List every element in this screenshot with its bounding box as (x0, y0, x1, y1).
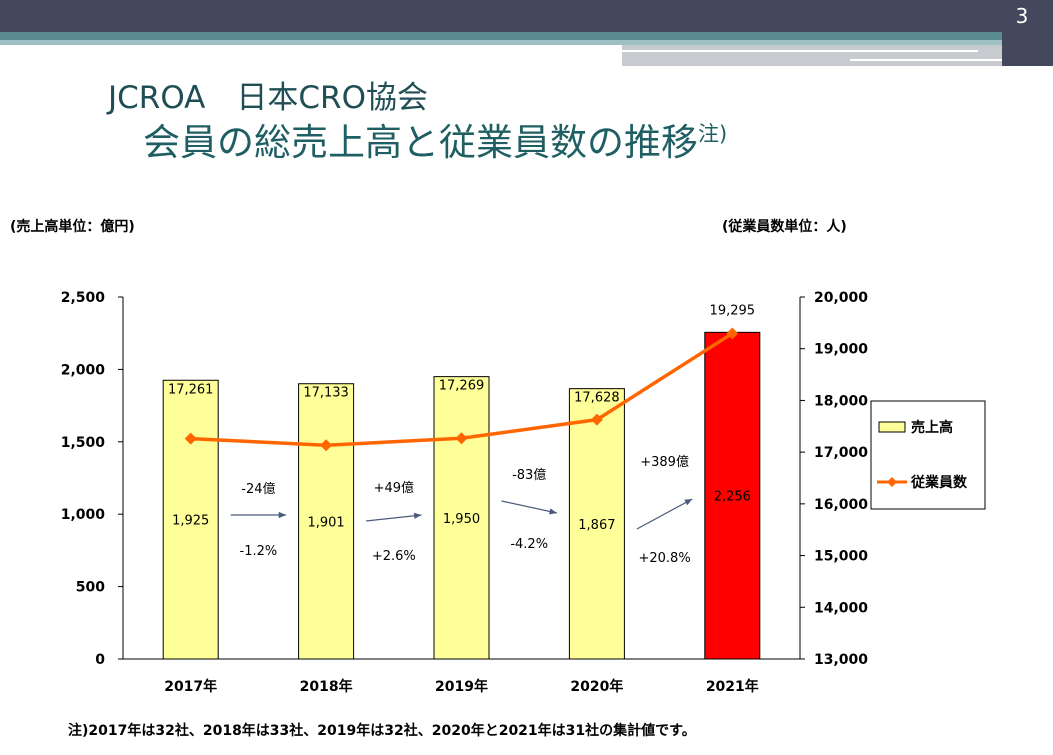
right-tick-label: 13,000 (814, 652, 868, 668)
line-point (184, 432, 197, 445)
header-bar (0, 0, 1053, 32)
right-axis-unit: (従業員数単位：人) (722, 219, 847, 235)
right-tick-label: 16,000 (814, 497, 868, 513)
right-tick-label: 18,000 (814, 393, 868, 409)
change-arrow-head (278, 511, 287, 519)
change-amount-label: -83億 (512, 467, 546, 483)
line-point (455, 432, 468, 445)
bar-value-label: 1,901 (307, 515, 344, 530)
change-percent-label: +20.8% (638, 551, 690, 566)
line-point (726, 327, 739, 340)
header-stripe (0, 32, 1053, 40)
legend-label-line: 従業員数 (910, 474, 968, 491)
bar (704, 331, 761, 660)
title-text: 会員の総売上高と従業員数の推移 (143, 121, 698, 164)
left-tick-label: 0 (95, 652, 105, 668)
change-arrow (501, 500, 558, 514)
left-tick-label: 1,500 (61, 435, 106, 451)
x-tick-label: 2020年 (570, 678, 623, 695)
left-tick-label: 500 (76, 580, 105, 596)
left-axis-unit: (売上高単位：億円) (10, 219, 135, 235)
change-amount-label: +49億 (374, 480, 414, 496)
right-tick-label: 15,000 (814, 549, 868, 565)
right-tick-label: 17,000 (814, 445, 868, 461)
line-point (590, 413, 603, 426)
x-tick-label: 2019年 (435, 678, 488, 695)
legend-swatch-marker (887, 477, 897, 487)
slide-number-box (1002, 0, 1053, 66)
change-arrow (636, 498, 693, 530)
slide-number: 3 (1015, 4, 1029, 28)
line-value-label: 17,133 (303, 386, 349, 401)
header-divider-2 (850, 59, 1053, 61)
bar-value-label: 1,925 (172, 514, 209, 529)
bar-value-label: 2,256 (714, 490, 751, 505)
bar-value-label: 1,950 (443, 512, 480, 527)
right-tick-label: 14,000 (814, 600, 868, 616)
legend-label-bar: 売上高 (911, 419, 953, 436)
line-point (320, 439, 333, 452)
change-arrow-head (684, 499, 693, 506)
x-tick-label: 2021年 (706, 678, 759, 695)
change-arrow-head (413, 512, 422, 519)
change-percent-label: -4.2% (510, 537, 548, 552)
title-org: JCROA 日本CRO協会 (108, 80, 428, 116)
change-amount-label: -24億 (241, 481, 275, 497)
legend-box (870, 400, 986, 510)
bar (162, 379, 219, 660)
line-value-label: 19,295 (710, 303, 756, 318)
footnote: 注)2017年は32社、2018年は33社、2019年は32社、2020年と20… (68, 723, 696, 739)
change-percent-label: -1.2% (240, 544, 278, 559)
change-amount-label: +389億 (640, 454, 689, 470)
bar (433, 376, 490, 660)
title-note-mark: 注) (698, 122, 728, 146)
bar-value-label: 1,867 (578, 518, 615, 533)
right-tick-label: 20,000 (814, 290, 868, 306)
header-divider (622, 50, 978, 52)
line-value-label: 17,269 (439, 379, 485, 394)
left-tick-label: 2,500 (61, 290, 106, 306)
right-tick-label: 19,000 (814, 342, 868, 358)
legend-swatch-bar (878, 421, 906, 433)
bar (568, 388, 625, 660)
change-arrow-head (549, 508, 557, 515)
bar (298, 383, 355, 660)
change-percent-label: +2.6% (372, 549, 416, 564)
x-tick-label: 2018年 (300, 678, 353, 695)
line-value-label: 17,261 (168, 382, 214, 397)
left-tick-label: 1,000 (61, 507, 106, 523)
x-tick-label: 2017年 (164, 678, 217, 695)
page-title: 会員の総売上高と従業員数の推移注) (143, 112, 727, 166)
header-stripe-light (0, 40, 1053, 45)
left-tick-label: 2,000 (61, 362, 106, 378)
change-arrow (366, 514, 422, 522)
line-value-label: 17,628 (574, 391, 620, 406)
